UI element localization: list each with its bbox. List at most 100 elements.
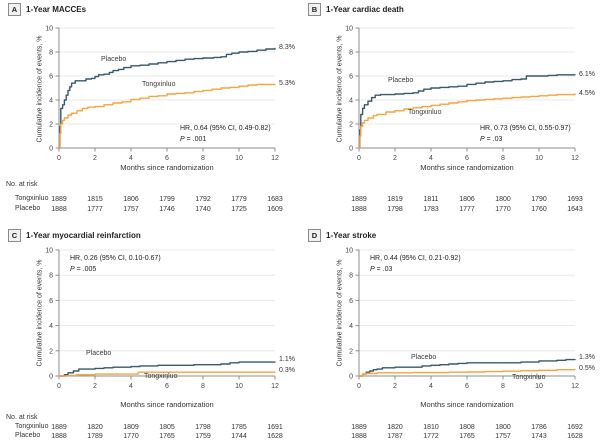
y-tick-label: 4: [349, 323, 353, 330]
x-tick-label: 12: [571, 383, 579, 390]
risk-count: 1889: [51, 424, 67, 431]
y-tick-label: 4: [49, 323, 53, 330]
placebo-curve-label: Placebo: [411, 354, 437, 361]
tongxinluo-curve-label: Tongxinluo: [408, 109, 442, 116]
risk-count: 1811: [423, 196, 438, 203]
risk-row-label-placebo: Placebo: [15, 205, 41, 212]
x-tick-label: 12: [271, 155, 279, 162]
placebo-end-value: 8.3%: [279, 44, 295, 51]
y-tick-label: 10: [345, 26, 353, 33]
y-tick-label: 4: [349, 98, 353, 105]
hr-annotation: HR, 0.73 (95% CI, 0.55-0.97) P = .03: [480, 124, 571, 145]
tongxinluo-end-value: 0.5%: [579, 365, 595, 372]
tongxinluo-end-value: 0.3%: [279, 367, 295, 374]
y-tick-label: 2: [349, 348, 353, 355]
placebo-curve-label: Placebo: [101, 56, 127, 63]
risk-row-label-tongxinluo: Tongxinluo: [15, 423, 49, 430]
x-tick-label: 6: [165, 383, 169, 390]
x-tick-label: 6: [465, 155, 469, 162]
x-tick-label: 0: [357, 155, 361, 162]
risk-count: 1746: [159, 206, 175, 213]
risk-count: 1786: [531, 424, 547, 431]
y-tick-label: 0: [349, 146, 353, 153]
panel-c-header: C 1-Year myocardial reinfarction: [8, 229, 141, 242]
risk-count: 1779: [231, 196, 247, 203]
panel-title: 1-Year stroke: [326, 231, 377, 240]
risk-count: 1810: [423, 424, 439, 431]
x-tick-label: 8: [201, 383, 205, 390]
risk-count: 1691: [267, 424, 283, 431]
y-tick-label: 2: [49, 122, 53, 129]
risk-count: 1770: [495, 206, 511, 213]
x-tick-label: 2: [393, 383, 397, 390]
placebo-curve: [358, 358, 576, 377]
tongxinluo-end-value: 4.5%: [579, 90, 595, 97]
risk-row-label-placebo: Placebo: [15, 432, 41, 439]
panel-title: 1-Year MACCEs: [26, 5, 87, 14]
risk-count: 1683: [267, 196, 283, 203]
x-tick-label: 10: [235, 383, 243, 390]
risk-count: 1777: [87, 206, 103, 213]
y-tick-label: 10: [45, 248, 53, 255]
panel-d-plot-canvas: 0 2 4 6 8 10 0 2 4 6 8 10 12 1889 1820 1810 1808 1800 1786…: [345, 248, 583, 441]
placebo-curve: [58, 361, 276, 377]
risk-count: 1693: [567, 196, 583, 203]
risk-count: 1800: [495, 424, 511, 431]
p-value-text: P = .03: [480, 135, 503, 143]
risk-count: 1820: [87, 424, 103, 431]
risk-count: 1789: [87, 433, 103, 440]
placebo-end-value: 1.3%: [579, 354, 595, 361]
placebo-curve-label: Placebo: [388, 77, 414, 84]
panel-letter-badge: C: [8, 229, 21, 242]
y-tick-label: 8: [49, 273, 53, 280]
risk-count: 1765: [159, 433, 175, 440]
risk-count: 1759: [195, 433, 211, 440]
risk-count: 1787: [387, 433, 403, 440]
risk-count: 1798: [387, 206, 403, 213]
risk-count: 1692: [567, 424, 583, 431]
x-tick-label: 0: [57, 155, 61, 162]
x-axis-label: Months since randomization: [120, 163, 214, 172]
y-tick-label: 2: [349, 122, 353, 129]
risk-count: 1628: [267, 433, 283, 440]
risk-count: 1643: [567, 206, 583, 213]
y-tick-label: 0: [49, 374, 53, 381]
y-axis-label: Cumulative incidence of events, %: [36, 259, 44, 367]
risk-count: 1805: [159, 424, 175, 431]
risk-count: 1725: [231, 206, 247, 213]
x-tick-label: 8: [501, 383, 505, 390]
p-value-text: P = .001: [180, 135, 207, 143]
x-axis-label: Months since randomization: [420, 400, 514, 409]
y-tick-label: 8: [49, 50, 53, 57]
tongxinluo-curve: [58, 83, 276, 149]
panel-c-plot-canvas: 0 2 4 6 8 10 0 2 4 6 8 10 12 1889 1820 1809 1805 1798 1785…: [45, 248, 283, 441]
risk-count: 1820: [387, 424, 403, 431]
risk-count: 1777: [459, 206, 475, 213]
x-axis-label: Months since randomization: [120, 400, 214, 409]
y-tick-label: 6: [49, 74, 53, 81]
risk-count: 1806: [459, 196, 475, 203]
risk-count: 1770: [123, 433, 139, 440]
y-tick-label: 2: [49, 348, 53, 355]
tongxinluo-curve-label: Tongxinluo: [144, 373, 178, 380]
panel-d-header: D 1-Year stroke: [308, 229, 376, 242]
risk-count: 1799: [159, 196, 175, 203]
risk-count: 1609: [267, 206, 283, 213]
hr-text: HR, 0.26 (95% CI, 0.10-0.67): [70, 255, 161, 262]
panel-b-plot-canvas: 0 2 4 6 8 10 0 2 4 6 8 10 12 1889 1819 1811 1806 1800 1790…: [345, 26, 583, 214]
risk-count: 1800: [495, 196, 511, 203]
risk-count: 1806: [123, 196, 139, 203]
panel-b-header: B 1-Year cardiac death: [308, 3, 404, 16]
risk-count: 1889: [351, 424, 367, 431]
placebo-curve-label: Placebo: [86, 350, 112, 357]
panel-b: 0 2 4 6 8 10 0 2 4 6 8 10 12 1889 1819 1811 1806 1800 1790…: [300, 0, 600, 220]
x-tick-label: 12: [571, 155, 579, 162]
panel-letter-badge: D: [308, 229, 321, 242]
panel-c: 0 2 4 6 8 10 0 2 4 6 8 10 12 1889 1820 1809 1805 1798 1785…: [0, 224, 300, 442]
placebo-curve: [58, 47, 276, 149]
panel-a-header: A 1-Year MACCEs: [8, 3, 86, 16]
x-tick-label: 2: [93, 155, 97, 162]
risk-count: 1743: [531, 433, 547, 440]
hr-text: HR, 0.73 (95% CI, 0.55-0.97): [480, 125, 571, 132]
